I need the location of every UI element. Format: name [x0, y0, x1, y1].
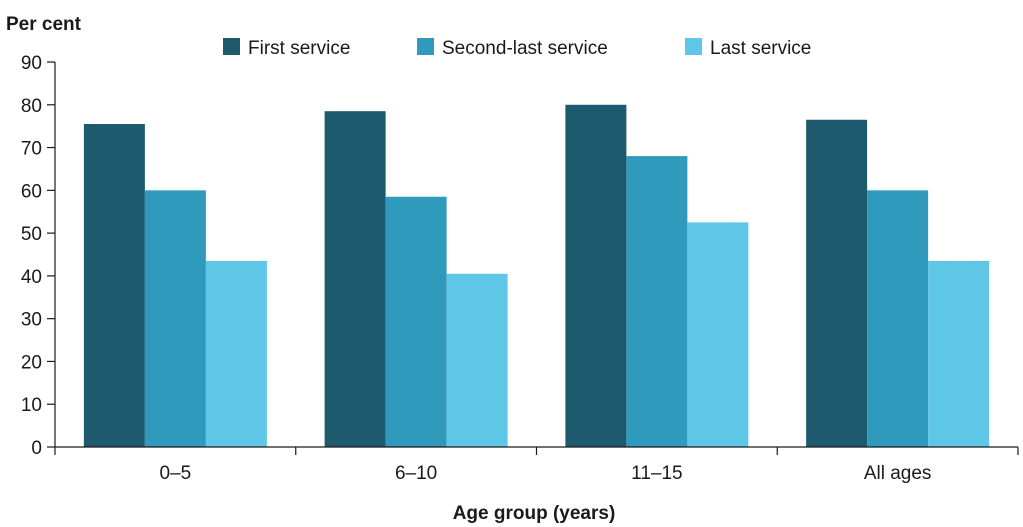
- bar: [446, 273, 508, 447]
- bar: [867, 190, 929, 448]
- y-tick-label: 80: [21, 96, 42, 117]
- y-tick-label: 20: [21, 352, 42, 373]
- bars: [83, 104, 990, 448]
- legend-label: Last service: [710, 38, 811, 59]
- bar: [324, 111, 386, 447]
- x-tick-label: 0–5: [160, 463, 192, 484]
- y-axis-title: Per cent: [6, 14, 82, 35]
- x-tick-label: 11–15: [631, 463, 682, 484]
- bar: [928, 260, 990, 447]
- legend-label: Second-last service: [442, 38, 608, 59]
- y-tick-label: 0: [31, 438, 42, 459]
- y-tick-label: 10: [21, 395, 42, 416]
- legend: First service Second-last service Last ser…: [223, 38, 811, 59]
- bar: [385, 196, 447, 447]
- y-tick-label: 90: [21, 53, 42, 74]
- bar: [83, 124, 145, 448]
- y-tick-label: 50: [21, 224, 42, 245]
- legend-swatch: [223, 38, 240, 55]
- bar: [205, 260, 267, 447]
- x-axis-title: Age group (years): [453, 503, 616, 524]
- x-axis: 0–5 6–10 11–15 All ages: [54, 446, 1019, 484]
- x-tick-label: All ages: [864, 463, 932, 484]
- bar: [687, 222, 749, 447]
- legend-swatch: [417, 38, 434, 55]
- bar: [144, 190, 206, 448]
- y-tick-label: 70: [21, 139, 42, 160]
- y-tick-label: 60: [21, 181, 42, 202]
- bar: [806, 119, 868, 447]
- y-axis: 0 10 20 30 40 50 60 70 80 90: [21, 53, 56, 459]
- y-tick-label: 40: [21, 267, 42, 288]
- bar: [565, 104, 627, 448]
- bar: [626, 156, 688, 447]
- y-tick-label: 30: [21, 310, 42, 331]
- x-tick-label: 6–10: [395, 463, 437, 484]
- legend-label: First service: [248, 38, 350, 59]
- legend-swatch: [685, 38, 702, 55]
